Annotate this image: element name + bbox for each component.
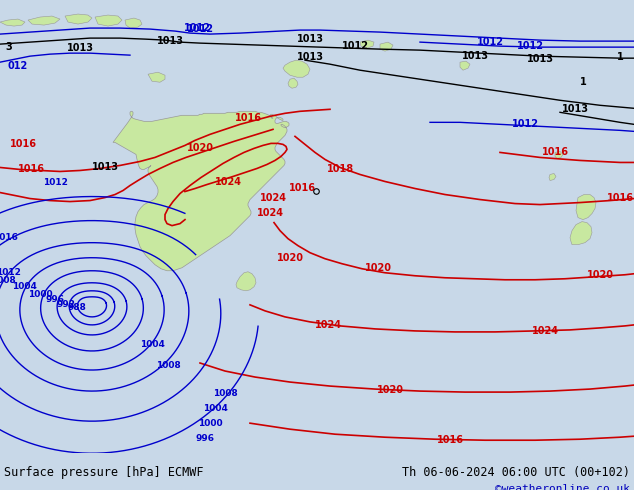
- Polygon shape: [148, 72, 165, 82]
- Text: 1004: 1004: [139, 341, 164, 349]
- Text: 1013: 1013: [297, 52, 323, 62]
- Text: Th 06-06-2024 06:00 UTC (00+102): Th 06-06-2024 06:00 UTC (00+102): [402, 466, 630, 479]
- Polygon shape: [65, 14, 92, 24]
- Text: ©weatheronline.co.uk: ©weatheronline.co.uk: [495, 484, 630, 490]
- Text: 1008: 1008: [0, 276, 15, 285]
- Text: 1024: 1024: [214, 176, 242, 187]
- Polygon shape: [0, 19, 25, 26]
- Text: 1013: 1013: [91, 163, 119, 172]
- Polygon shape: [125, 18, 142, 28]
- Text: 1012: 1012: [0, 268, 20, 277]
- Text: 1020: 1020: [377, 385, 403, 395]
- Polygon shape: [113, 111, 289, 271]
- Text: 1020: 1020: [586, 270, 614, 280]
- Polygon shape: [95, 15, 122, 26]
- Text: 1000: 1000: [28, 290, 53, 299]
- Text: 1016: 1016: [607, 193, 633, 202]
- Text: 1016: 1016: [18, 165, 45, 174]
- Text: 1016: 1016: [541, 147, 569, 157]
- Text: 1013: 1013: [462, 51, 489, 61]
- Polygon shape: [555, 151, 563, 158]
- Text: 1012: 1012: [186, 24, 214, 34]
- Text: 1004: 1004: [11, 282, 36, 291]
- Text: 012: 012: [8, 61, 29, 71]
- Polygon shape: [283, 60, 310, 77]
- Text: 1012: 1012: [342, 41, 368, 51]
- Text: 1012: 1012: [42, 178, 67, 187]
- Text: 1004: 1004: [202, 404, 228, 413]
- Text: 1013: 1013: [67, 43, 93, 53]
- Text: 996: 996: [195, 434, 214, 442]
- Text: 1016: 1016: [288, 182, 316, 193]
- Text: 1008: 1008: [212, 389, 237, 397]
- Polygon shape: [576, 195, 596, 220]
- Polygon shape: [460, 61, 470, 70]
- Text: 1024: 1024: [314, 320, 342, 330]
- Text: 1018: 1018: [327, 165, 354, 174]
- Text: 1: 1: [617, 52, 623, 62]
- Text: 1024: 1024: [531, 326, 559, 336]
- Text: 1008: 1008: [155, 361, 181, 369]
- Text: 1012: 1012: [512, 120, 538, 129]
- Text: 1000: 1000: [198, 418, 223, 428]
- Text: 1020: 1020: [186, 144, 214, 153]
- Text: Surface pressure [hPa] ECMWF: Surface pressure [hPa] ECMWF: [4, 466, 204, 479]
- Text: 1020: 1020: [276, 253, 304, 263]
- Text: 1012: 1012: [517, 41, 543, 51]
- Text: 1016: 1016: [10, 139, 37, 149]
- Text: 1012: 1012: [183, 23, 210, 33]
- Text: 1: 1: [580, 77, 586, 87]
- Text: 1024: 1024: [259, 193, 287, 202]
- Text: 3: 3: [5, 42, 12, 52]
- Text: 1013: 1013: [297, 34, 323, 44]
- Text: 1016: 1016: [0, 233, 18, 242]
- Text: 992: 992: [56, 300, 75, 309]
- Polygon shape: [288, 78, 298, 88]
- Text: 1013: 1013: [526, 54, 553, 64]
- Text: 1013: 1013: [562, 104, 588, 114]
- Polygon shape: [570, 221, 592, 245]
- Text: 1020: 1020: [365, 263, 392, 273]
- Text: 996: 996: [46, 295, 65, 304]
- Text: 1016: 1016: [436, 435, 463, 445]
- Text: 1024: 1024: [257, 208, 283, 218]
- Text: 988: 988: [68, 303, 86, 312]
- Polygon shape: [236, 272, 256, 291]
- Polygon shape: [380, 42, 393, 51]
- Text: 1016: 1016: [235, 113, 261, 123]
- Polygon shape: [28, 16, 60, 25]
- Text: 1012: 1012: [477, 37, 503, 47]
- Text: 1013: 1013: [157, 36, 183, 46]
- Polygon shape: [549, 173, 556, 180]
- Polygon shape: [360, 40, 374, 48]
